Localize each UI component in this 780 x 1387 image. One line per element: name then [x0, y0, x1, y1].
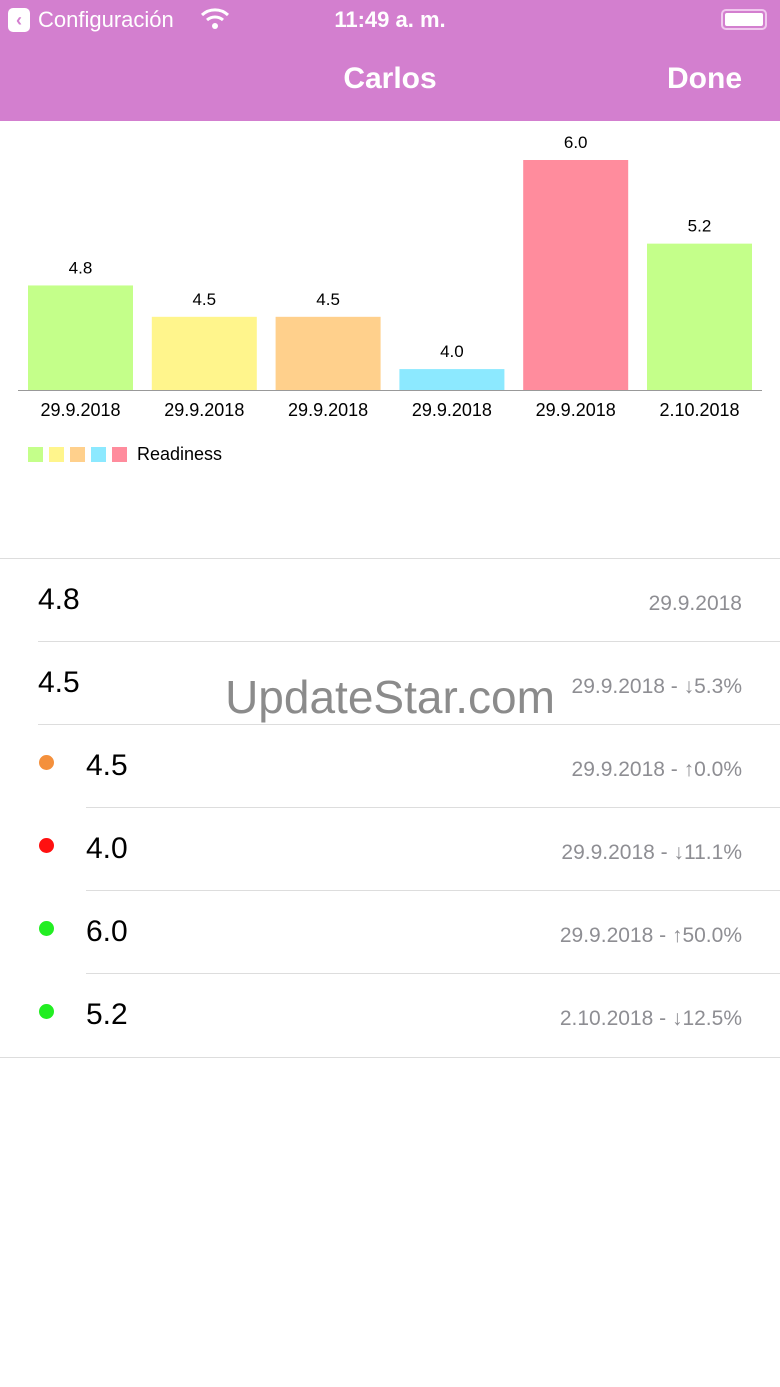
list-item[interactable]: 4.8 29.9.2018: [0, 559, 780, 642]
row-divider: [86, 973, 780, 974]
nav-header: ‹ Configuración 11:49 a. m. Carlos Done: [0, 0, 780, 121]
done-button[interactable]: Done: [667, 62, 742, 95]
back-to-app-label[interactable]: Configuración: [38, 7, 174, 32]
list-item[interactable]: 4.0 29.9.2018 - ↓11.1%: [0, 808, 780, 891]
x-tick-label: 29.9.2018: [40, 400, 120, 420]
reading-detail: 29.9.2018: [648, 592, 742, 615]
bar: [275, 316, 381, 390]
chart-legend: Readiness: [28, 444, 222, 465]
reading-value: 4.5: [86, 749, 128, 782]
bar-value-label: 4.8: [69, 258, 93, 277]
legend-label: Readiness: [137, 444, 223, 464]
x-tick-label: 29.9.2018: [536, 400, 616, 420]
x-tick-label: 29.9.2018: [288, 400, 368, 420]
battery-icon: [721, 9, 767, 30]
legend-swatch: [49, 447, 64, 462]
reading-value: 4.5: [38, 666, 80, 699]
list-item[interactable]: 5.2 2.10.2018 - ↓12.5%: [0, 974, 780, 1057]
bar: [523, 160, 629, 390]
list-item[interactable]: 4.5 29.9.2018 - ↑0.0%: [0, 725, 780, 808]
bar: [151, 316, 257, 390]
bar-value-label: 5.2: [688, 217, 712, 236]
reading-value: 4.8: [38, 583, 80, 616]
back-to-app-icon[interactable]: ‹: [8, 8, 30, 32]
reading-detail: 29.9.2018 - ↑0.0%: [571, 758, 742, 781]
page-title: Carlos: [343, 62, 437, 95]
reading-detail: 2.10.2018 - ↓12.5%: [559, 1007, 742, 1030]
legend-swatch: [70, 447, 85, 462]
bar-value-label: 6.0: [564, 133, 588, 152]
row-divider: [86, 890, 780, 891]
reading-detail: 29.9.2018 - ↑50.0%: [559, 924, 742, 947]
status-dot-icon: [39, 1004, 54, 1019]
reading-value: 6.0: [86, 915, 128, 948]
status-time: 11:49 a. m.: [334, 7, 446, 32]
reading-value: 5.2: [86, 998, 128, 1031]
x-tick-label: 29.9.2018: [412, 400, 492, 420]
status-dot-icon: [39, 838, 54, 853]
status-dot-icon: [39, 921, 54, 936]
readiness-bar-chart: 4.8 29.9.2018 4.5 29.9.2018 4.5 29.9.2018 4.0 2…: [18, 133, 762, 420]
bar: [28, 285, 133, 390]
readings-list: 4.8 29.9.2018 4.5 29.9.2018 - ↓5.3% 4.5 29.9.…: [0, 558, 780, 1058]
x-tick-label: 2.10.2018: [659, 400, 739, 420]
bar-value-label: 4.5: [192, 290, 216, 309]
wifi-icon: [200, 8, 230, 29]
legend-swatch: [91, 447, 106, 462]
bar-value-label: 4.0: [440, 342, 464, 361]
watermark: UpdateStar.com: [225, 671, 555, 723]
row-divider: [38, 724, 780, 725]
list-item[interactable]: 6.0 29.9.2018 - ↑50.0%: [0, 891, 780, 974]
bar: [647, 243, 752, 390]
legend-swatch: [112, 447, 127, 462]
legend-swatch: [28, 447, 43, 462]
reading-value: 4.0: [86, 832, 128, 865]
bar: [399, 369, 505, 390]
status-dot-icon: [39, 755, 54, 770]
reading-detail: 29.9.2018 - ↓5.3%: [571, 675, 742, 698]
list-item[interactable]: 4.5 29.9.2018 - ↓5.3%: [0, 642, 780, 725]
row-divider: [38, 641, 780, 642]
bar-value-label: 4.5: [316, 290, 340, 309]
row-divider: [86, 807, 780, 808]
x-tick-label: 29.9.2018: [164, 400, 244, 420]
reading-detail: 29.9.2018 - ↓11.1%: [561, 841, 742, 864]
